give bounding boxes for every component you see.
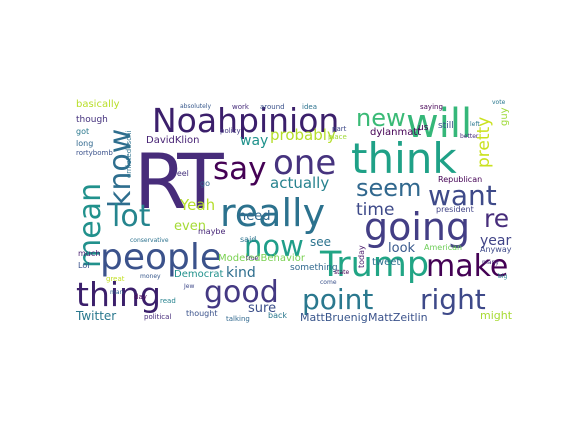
word: left (470, 121, 480, 128)
word: now (244, 229, 304, 263)
word: saying (420, 103, 443, 111)
word: lot (112, 199, 151, 234)
word: say (213, 151, 267, 187)
word: Twitter (76, 309, 117, 323)
word: around (260, 103, 285, 111)
word: see (310, 235, 332, 249)
word: ModeledBehavior (218, 253, 305, 264)
word: seem (356, 174, 422, 202)
word: MattZeitlin (368, 311, 428, 324)
word: said (240, 235, 257, 244)
word: Lol (78, 261, 90, 270)
word: will (406, 101, 473, 147)
word: one (273, 143, 337, 183)
word: point (302, 283, 374, 316)
word: American (424, 243, 463, 252)
word: RT (134, 137, 224, 226)
word: today (357, 245, 366, 268)
word: people (100, 237, 223, 278)
word: might (480, 309, 513, 322)
word: want (428, 179, 497, 212)
word: long (76, 139, 94, 148)
word: absolutely (180, 103, 212, 110)
word: conservative (130, 237, 169, 244)
word: go (200, 179, 210, 188)
word: big (498, 273, 508, 280)
word: going (364, 205, 471, 249)
word: dylanmatt (370, 127, 422, 138)
word: MattBruenig (300, 311, 368, 324)
word: part (332, 125, 347, 133)
word: Anyway (480, 245, 512, 254)
word: make (426, 249, 509, 284)
word: good (204, 275, 279, 310)
word: thing (76, 275, 161, 314)
word: sure (248, 301, 277, 316)
word: still (438, 121, 454, 131)
word: way (240, 133, 269, 149)
word: come (320, 279, 337, 286)
word: political (144, 313, 172, 321)
word: Trump (320, 245, 430, 285)
word: basically (76, 99, 120, 110)
word: great (106, 275, 125, 283)
word: really (220, 191, 326, 235)
word: us (418, 123, 429, 133)
word: need (238, 209, 271, 224)
word: Jew (184, 283, 195, 290)
word-cloud: RT Noahpinion will think one say know me… (70, 98, 514, 324)
word: maybe (198, 227, 226, 236)
word: Noahpinion (152, 101, 340, 140)
word: Yeah (180, 196, 216, 214)
word: thought (186, 309, 218, 318)
word: year (480, 233, 512, 249)
word: look (388, 241, 416, 256)
word: vote (492, 99, 506, 106)
word: policy (220, 127, 241, 135)
word: guy (499, 107, 510, 126)
word: work (232, 103, 249, 111)
word: think (351, 134, 457, 183)
word: got (76, 127, 90, 136)
word: better (460, 133, 479, 140)
word: state (334, 269, 350, 276)
word: day (134, 293, 147, 301)
word: ernietedeschi (125, 130, 133, 178)
word: back (268, 311, 288, 320)
word: probably (270, 126, 336, 144)
word: place (328, 133, 347, 141)
word: president (436, 205, 474, 214)
word: re (484, 204, 510, 233)
word: Democrat (174, 269, 224, 280)
word: tweet (372, 257, 401, 268)
word: actually (270, 174, 330, 192)
word: something (290, 263, 338, 273)
word: money (140, 273, 161, 280)
word: though (76, 115, 108, 125)
word: much (78, 249, 101, 258)
word: even (174, 219, 206, 234)
word: read (160, 297, 176, 305)
word: man (110, 289, 124, 296)
word: idea (302, 103, 317, 111)
word: true (246, 255, 259, 262)
word: kind (226, 265, 256, 281)
word: new (356, 104, 406, 132)
word: talking (226, 315, 250, 323)
word: DavidKlion (146, 135, 200, 146)
word: Republican (438, 175, 483, 184)
word: rortybomb (76, 149, 113, 157)
word: many (482, 259, 499, 266)
word: feel (174, 169, 189, 178)
word: right (420, 283, 486, 316)
word: time (356, 200, 395, 220)
